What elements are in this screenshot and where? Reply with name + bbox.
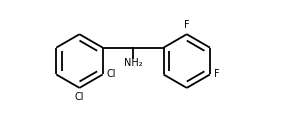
- Text: Cl: Cl: [107, 70, 116, 80]
- Text: F: F: [214, 70, 220, 80]
- Text: F: F: [184, 20, 190, 30]
- Text: Cl: Cl: [75, 92, 84, 102]
- Text: NH₂: NH₂: [124, 58, 142, 68]
